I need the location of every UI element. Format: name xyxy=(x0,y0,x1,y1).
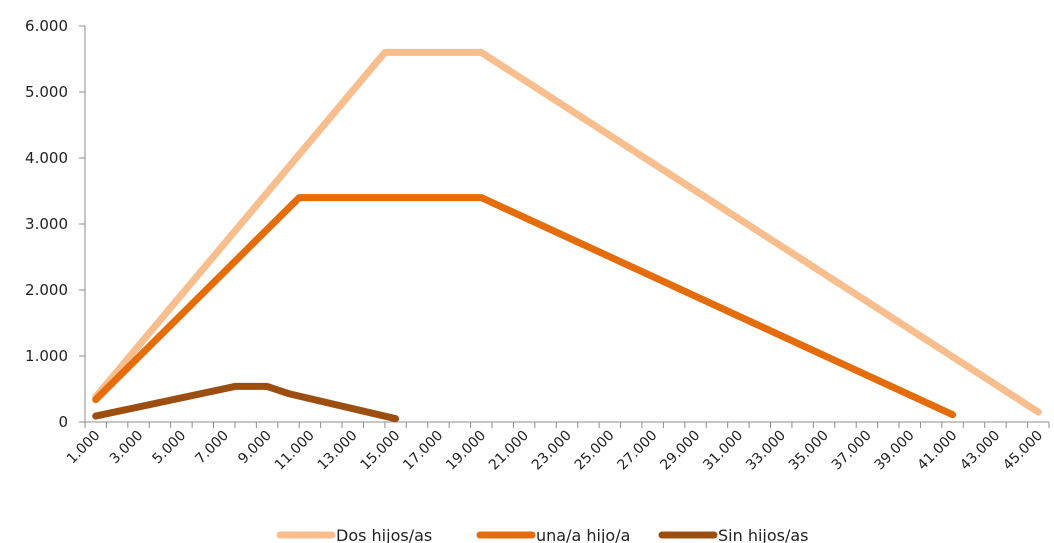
y-tick-label: 3.000 xyxy=(25,215,68,233)
x-tick-label: 41.000 xyxy=(914,428,960,474)
x-tick-label: 33.000 xyxy=(743,428,789,474)
y-tick-label: 6.000 xyxy=(25,17,68,35)
x-tick-label: 5.000 xyxy=(150,428,190,468)
x-axis: 1.000 3.000 5.000 7.000 9.00011.00013.00015.… xyxy=(64,421,1050,474)
x-tick-label: 37.000 xyxy=(829,428,875,474)
legend-label-1: Dos hijos/as xyxy=(336,526,432,543)
legend: Dos hijos/as una/a hijo/a Sin hijos/as xyxy=(276,526,809,543)
x-tick-label: 39.000 xyxy=(872,428,918,474)
x-tick-label: 45.000 xyxy=(1000,428,1046,474)
y-tick-label: 1.000 xyxy=(25,347,68,365)
x-tick-label: 31.000 xyxy=(700,428,746,474)
x-tick-label: 17.000 xyxy=(400,428,446,474)
x-tick-label: 3.000 xyxy=(107,428,147,468)
x-tick-label: 1.000 xyxy=(64,428,104,468)
x-tick-label: 25.000 xyxy=(572,428,618,474)
x-tick-label: 19.000 xyxy=(443,428,489,474)
x-tick-label: 27.000 xyxy=(615,428,661,474)
x-tick-label: 9.000 xyxy=(235,428,275,468)
x-tick-label: 23.000 xyxy=(529,428,575,474)
x-tick-label: 35.000 xyxy=(786,428,832,474)
x-tick-label: 29.000 xyxy=(657,428,703,474)
x-tick-label: 7.000 xyxy=(192,428,232,468)
x-tick-label: 15.000 xyxy=(357,428,403,474)
x-tick-label: 13.000 xyxy=(315,428,361,474)
legend-label-3: Sin hijos/as xyxy=(718,526,809,543)
y-tick-label: 5.000 xyxy=(25,83,68,101)
x-tick-label: 11.000 xyxy=(272,428,318,474)
series-line-2 xyxy=(92,194,957,419)
series-line-1 xyxy=(92,48,1042,416)
x-tick-label: 43.000 xyxy=(957,428,1003,474)
y-tick-label: 0 xyxy=(58,413,68,431)
legend-label-2: una/a hijo/a xyxy=(536,526,630,543)
y-axis: 0 1.000 2.000 3.000 4.000 5.000 6.000 xyxy=(25,17,86,431)
x-tick-label: 21.000 xyxy=(486,428,532,474)
series-line-3 xyxy=(92,382,400,423)
y-tick-label: 2.000 xyxy=(25,281,68,299)
series-layer xyxy=(92,48,1042,423)
y-tick-label: 4.000 xyxy=(25,149,68,167)
